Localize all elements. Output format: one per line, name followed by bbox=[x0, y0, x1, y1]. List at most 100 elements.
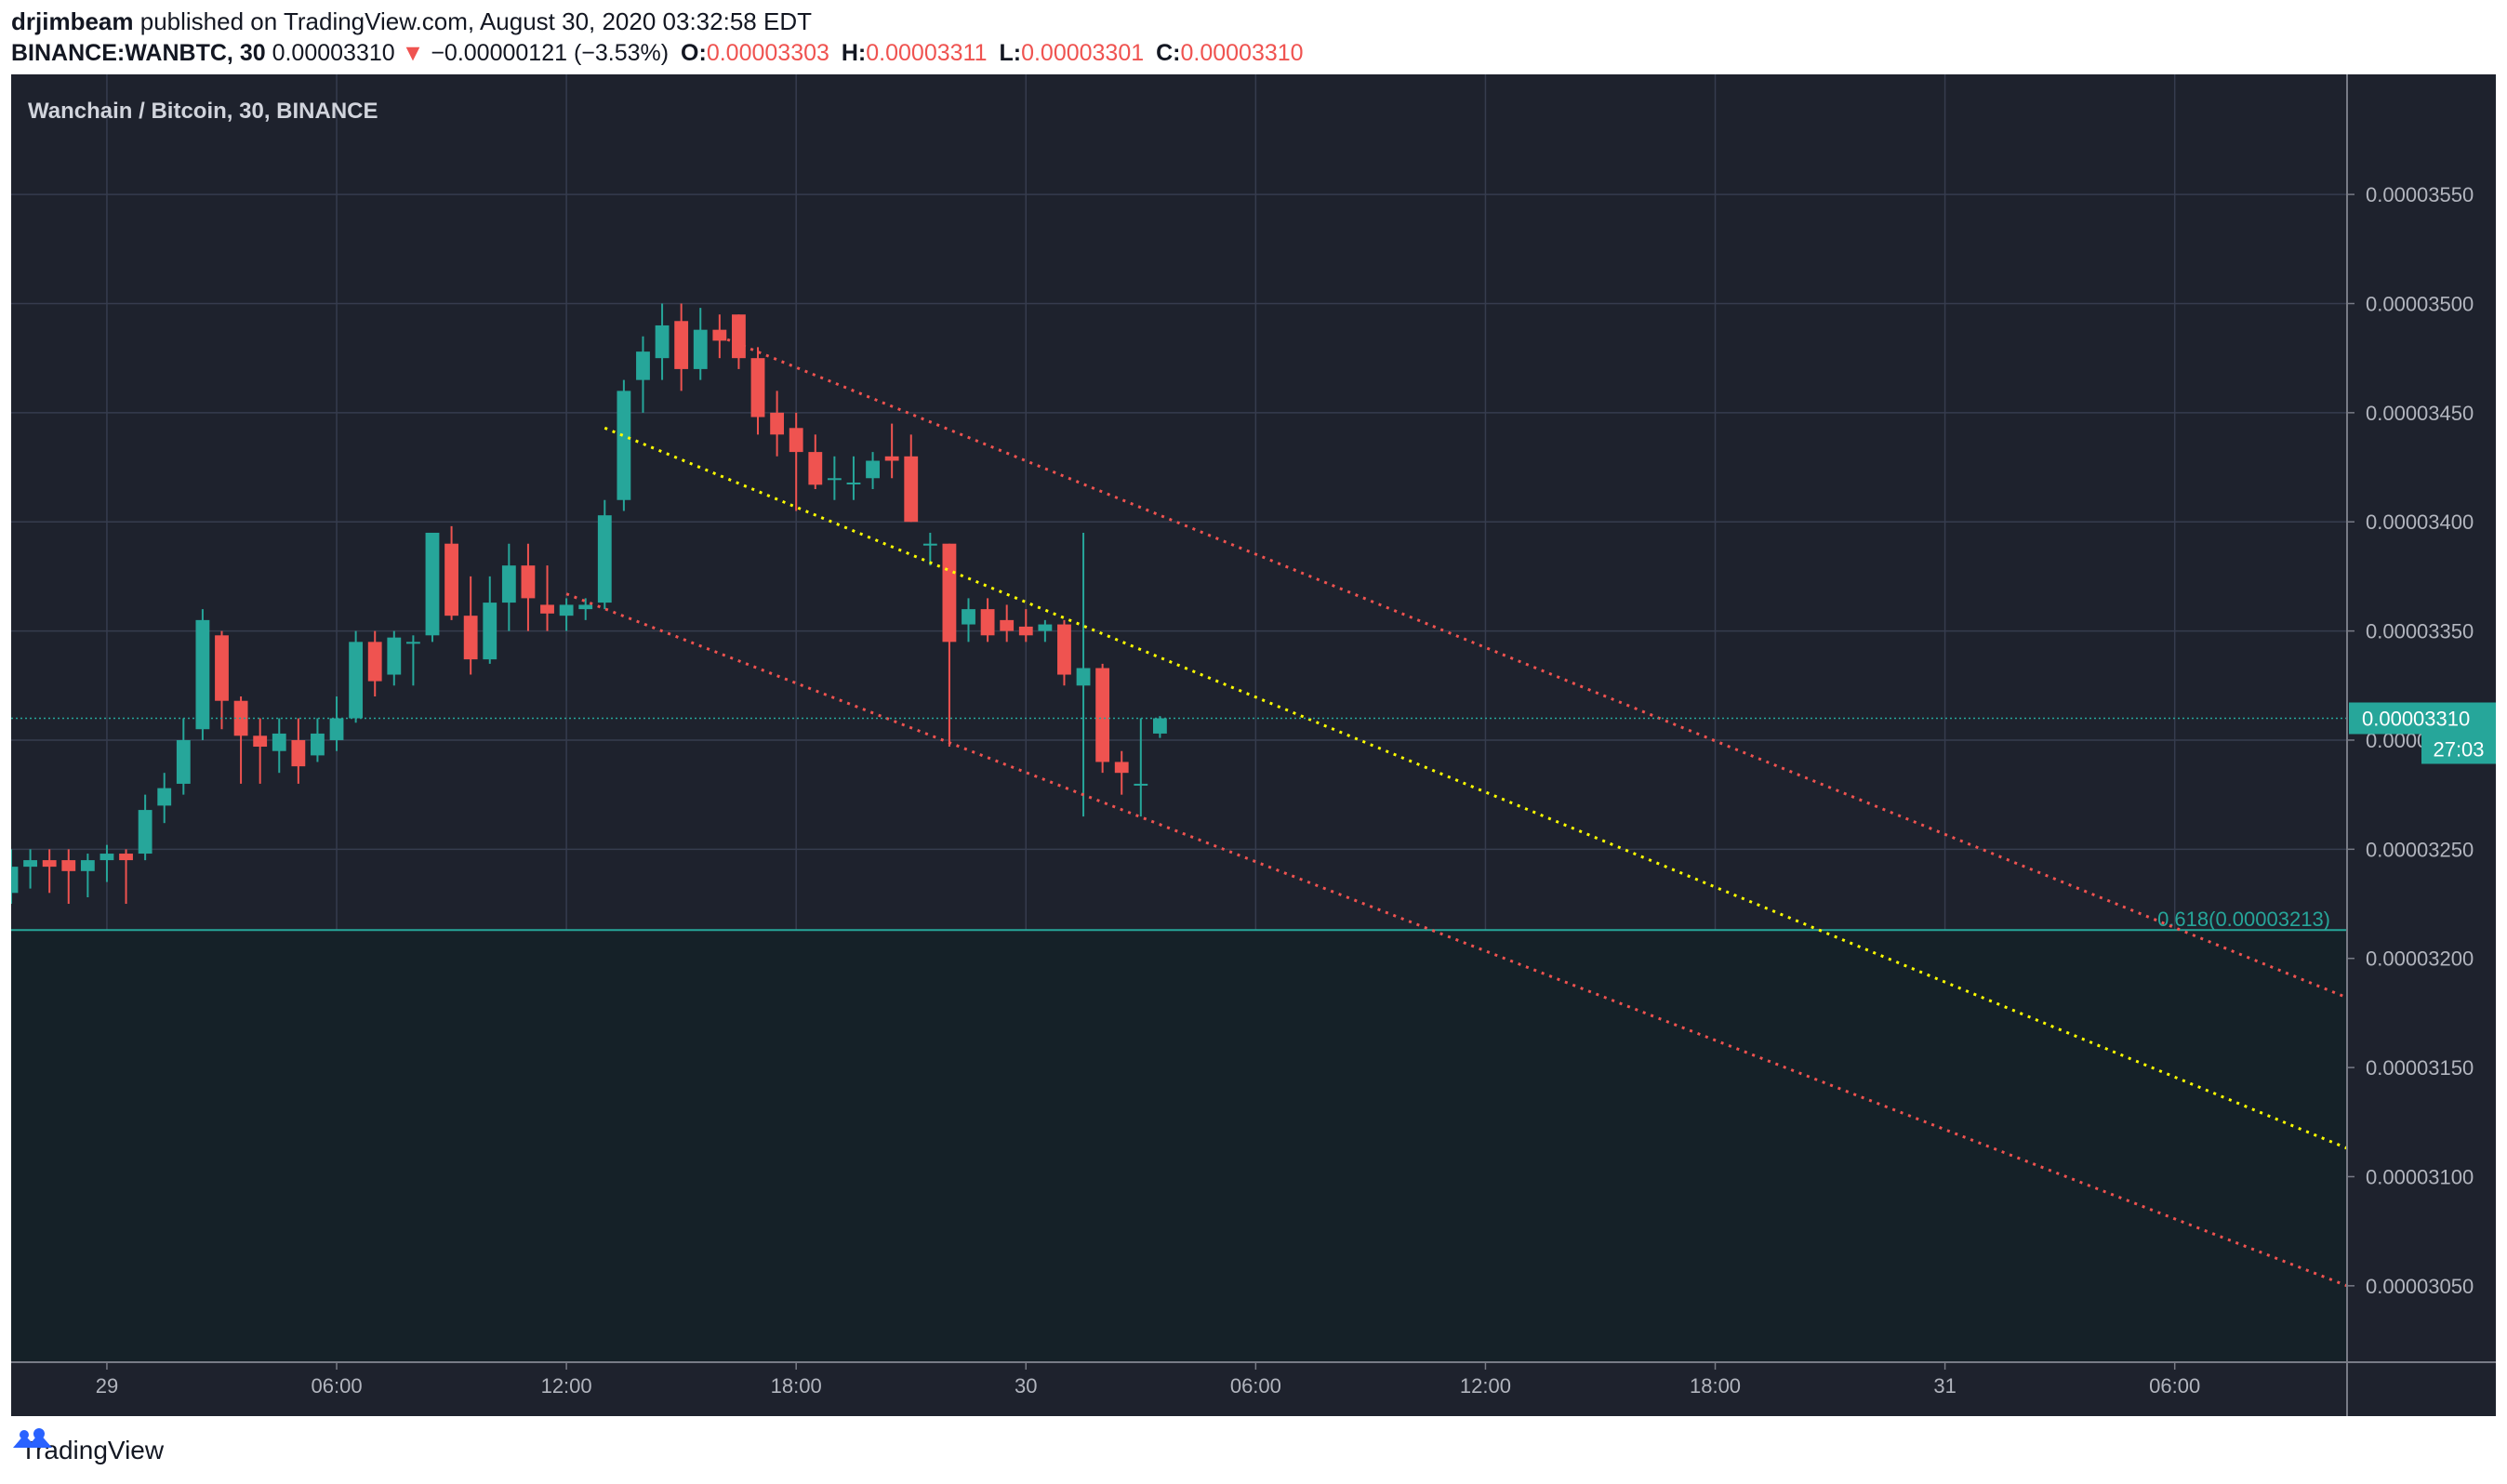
y-tick-label: 0.00003400 bbox=[2366, 510, 2474, 534]
chart-title: Wanchain / Bitcoin, 30, BINANCE bbox=[28, 99, 378, 124]
x-tick-label: 06:00 bbox=[1230, 1374, 1281, 1398]
candle-body bbox=[1038, 624, 1053, 631]
candle-body bbox=[750, 358, 765, 417]
candle-up bbox=[272, 718, 286, 774]
publish-info: drjimbeam published on TradingView.com, … bbox=[11, 6, 2494, 37]
candle-down bbox=[119, 849, 133, 905]
candle-down bbox=[674, 303, 689, 391]
candle-body bbox=[99, 854, 114, 861]
candle-up bbox=[1076, 532, 1091, 817]
y-tick-label: 0.00003450 bbox=[2366, 402, 2474, 425]
low-value: 0.00003301 bbox=[1021, 40, 1145, 66]
candlestick-chart[interactable]: 0.618(0.00003213) 0.00003550 0.00003500 0.… bbox=[11, 74, 2496, 1416]
author-name[interactable]: drjimbeam bbox=[11, 7, 134, 35]
candle-body bbox=[138, 810, 153, 855]
y-tick-label: 0.00003150 bbox=[2366, 1056, 2474, 1080]
candle-body bbox=[272, 733, 286, 751]
candle-body bbox=[617, 391, 631, 500]
x-tick-label: 29 bbox=[96, 1374, 118, 1398]
candle-up bbox=[962, 598, 975, 643]
last-price-badge bbox=[2349, 702, 2496, 735]
y-tick-label: 0.00003550 bbox=[2366, 183, 2474, 206]
last-price-badge-label: 0.00003310 bbox=[2362, 708, 2470, 731]
candle-body bbox=[157, 788, 172, 806]
candle-up bbox=[501, 543, 516, 631]
candle-down bbox=[540, 565, 554, 631]
candle-down bbox=[750, 347, 765, 435]
candle-up bbox=[846, 456, 861, 500]
candle-body bbox=[195, 619, 210, 730]
candle-body bbox=[80, 860, 95, 871]
candle-body bbox=[732, 314, 746, 359]
candle-up bbox=[157, 773, 172, 824]
close-value: 0.00003310 bbox=[1180, 40, 1304, 66]
candle-body bbox=[387, 637, 402, 675]
x-tick-label: 12:00 bbox=[541, 1374, 592, 1398]
candle-body bbox=[712, 329, 727, 341]
countdown-badge bbox=[2421, 734, 2496, 764]
candle-up bbox=[636, 336, 650, 413]
candle-body bbox=[483, 603, 497, 660]
candle-down bbox=[1095, 663, 1110, 774]
candle-up bbox=[425, 532, 440, 643]
candle-body bbox=[922, 543, 937, 546]
candle-body bbox=[962, 609, 975, 625]
candle-body bbox=[942, 543, 957, 643]
candle-body bbox=[349, 642, 364, 719]
channel-lower-line bbox=[565, 592, 2348, 1288]
candle-down bbox=[367, 630, 382, 697]
candle-body bbox=[980, 609, 995, 636]
y-tick-label: 0.00003200 bbox=[2366, 947, 2474, 971]
open-label: O: bbox=[681, 40, 707, 66]
candle-down bbox=[521, 543, 536, 631]
candle-body bbox=[521, 565, 536, 599]
candle-up bbox=[176, 718, 191, 795]
candle-body bbox=[578, 604, 593, 610]
candle-body bbox=[866, 460, 880, 479]
candle-body bbox=[597, 515, 612, 603]
candle-down bbox=[904, 434, 919, 523]
candle-body bbox=[291, 739, 306, 767]
candle-body bbox=[253, 735, 268, 748]
candle-up bbox=[922, 532, 937, 566]
candle-body bbox=[1018, 626, 1033, 636]
down-arrow-icon: ▼ bbox=[401, 40, 425, 66]
candle-down bbox=[980, 598, 995, 643]
candle-down bbox=[1018, 609, 1033, 643]
candle-up bbox=[655, 303, 670, 380]
candle-body bbox=[463, 616, 478, 660]
candle-down bbox=[732, 314, 746, 369]
candle-body bbox=[904, 456, 919, 523]
candle-down bbox=[291, 718, 306, 784]
candle-body bbox=[405, 642, 420, 644]
high-label: H: bbox=[841, 40, 867, 66]
candle-body bbox=[501, 565, 516, 603]
low-label: L: bbox=[999, 40, 1022, 66]
candle-up bbox=[80, 854, 95, 897]
candle-body bbox=[42, 860, 57, 868]
candle-body bbox=[176, 739, 191, 784]
x-tick-label: 12:00 bbox=[1460, 1374, 1511, 1398]
chart-panel[interactable]: 0.618(0.00003213) 0.00003550 0.00003500 0.… bbox=[11, 74, 2496, 1416]
candle-up bbox=[597, 499, 612, 610]
candle-body bbox=[1057, 624, 1071, 675]
y-tick-label: 0.00003050 bbox=[2366, 1275, 2474, 1298]
candle-up bbox=[578, 598, 593, 620]
candle-down bbox=[808, 434, 823, 490]
ohlc-legend: BINANCE:WANBTC, 30 0.00003310 ▼ −0.00000… bbox=[11, 37, 2494, 69]
candle-down bbox=[233, 696, 248, 784]
candle-down bbox=[884, 423, 899, 479]
y-tick-label: 0.00003350 bbox=[2366, 620, 2474, 643]
candle-up bbox=[483, 576, 497, 664]
candle-body bbox=[770, 412, 785, 435]
x-tick-label: 18:00 bbox=[1690, 1374, 1741, 1398]
countdown-label: 27:03 bbox=[2433, 738, 2484, 762]
candle-down bbox=[1000, 604, 1015, 643]
candle-down bbox=[1057, 619, 1071, 686]
y-tick-label: 0.00003500 bbox=[2366, 292, 2474, 315]
y-tick-label: 0.00003250 bbox=[2366, 838, 2474, 861]
candle-body bbox=[655, 325, 670, 359]
candle-body bbox=[789, 428, 803, 453]
candle-body bbox=[23, 860, 38, 868]
candle-down bbox=[253, 718, 268, 784]
